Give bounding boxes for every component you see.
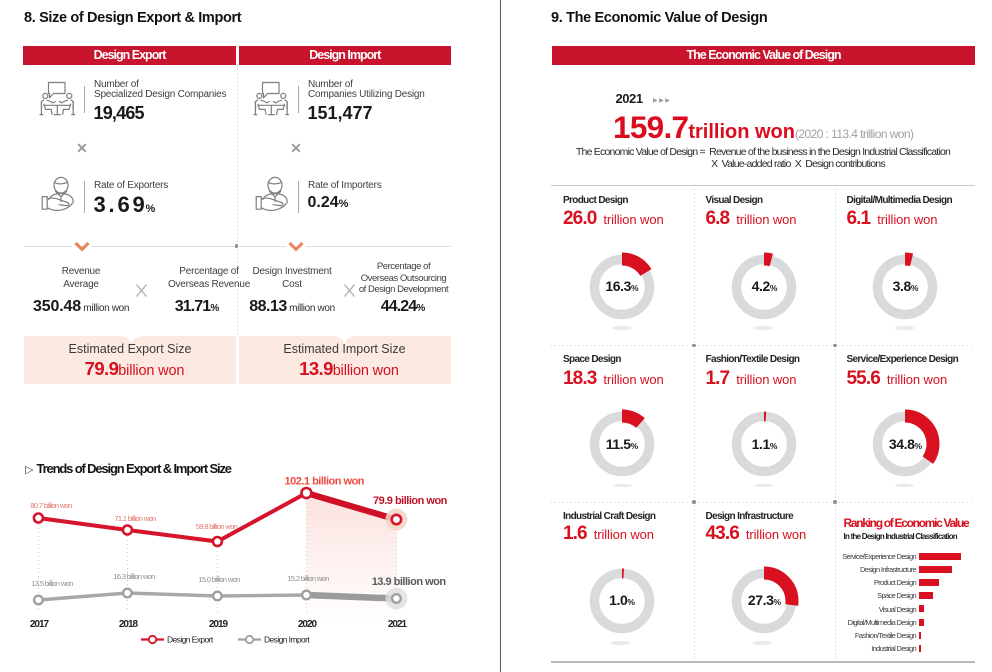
svg-text:79.9 billion won: 79.9 billion won (373, 495, 448, 507)
svg-text:59.8 billion won: 59.8 billion won (196, 522, 238, 531)
svg-text:102.1 billion won: 102.1 billion won (285, 476, 365, 488)
svg-text:15.2 billion won: 15.2 billion won (287, 574, 329, 583)
svg-text:Design Export: Design Export (167, 635, 214, 645)
svg-text:2020: 2020 (298, 619, 318, 630)
svg-text:2019: 2019 (209, 619, 229, 630)
svg-text:15.0 billion won: 15.0 billion won (198, 575, 240, 584)
svg-text:71.1 billion won: 71.1 billion won (114, 514, 156, 523)
svg-text:2017: 2017 (30, 619, 50, 630)
svg-text:13.5 billion won: 13.5 billion won (31, 579, 73, 588)
svg-text:2018: 2018 (119, 619, 139, 630)
svg-text:80.7 billion won: 80.7 billion won (30, 501, 72, 510)
svg-text:2021: 2021 (388, 619, 408, 630)
svg-text:16.3 billion won: 16.3 billion won (113, 572, 155, 581)
svg-text:13.9 billion won: 13.9 billion won (372, 576, 447, 588)
svg-text:Design Import: Design Import (264, 635, 310, 645)
